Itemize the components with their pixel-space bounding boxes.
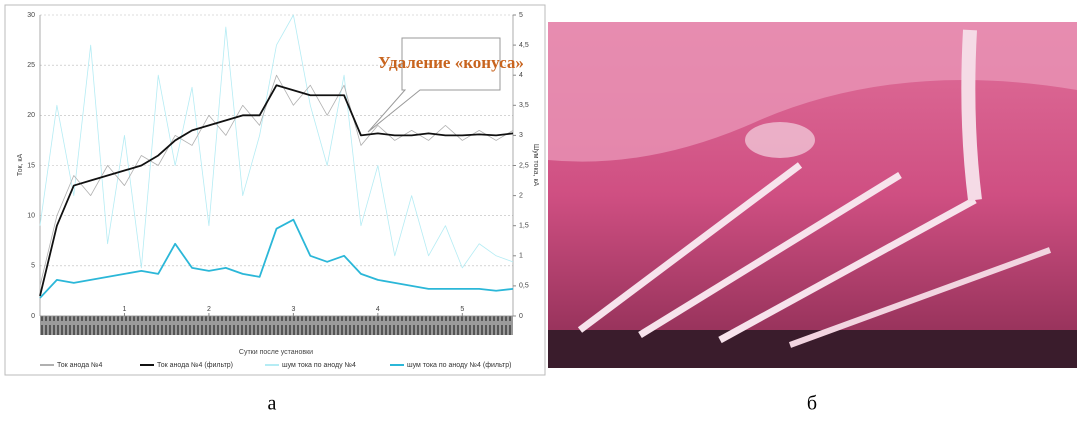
x-tick-label: 1	[123, 306, 127, 313]
legend-label: шум тока по аноду №4	[282, 362, 356, 369]
y-tick-label: 30	[27, 12, 35, 19]
y2-tick-label: 4,5	[519, 42, 529, 49]
y-tick-label: 20	[27, 112, 35, 119]
legend-label: шум тока по аноду №4 (фильтр)	[407, 362, 512, 369]
x-axis-label: Сутки после установки	[239, 349, 313, 356]
x-tick-label: 5	[460, 306, 464, 313]
y2-tick-label: 0,5	[519, 283, 529, 290]
photo	[548, 22, 1077, 368]
caption: а	[268, 393, 277, 415]
y-tick-label: 15	[27, 162, 35, 169]
legend-label: Ток анода №4 (фильтр)	[157, 362, 233, 369]
y-axis-label: Ток, кА	[17, 154, 24, 177]
y2-tick-label: 1	[519, 253, 523, 260]
figure: Сутки после установки Ток, кА Шум тока, …	[0, 0, 1081, 420]
y2-tick-label: 5	[519, 12, 523, 19]
date-band	[40, 316, 513, 335]
page: {"chart_data": {"type": "line", "x_label…	[0, 0, 1081, 420]
legend-label: Ток анода №4	[57, 362, 103, 369]
y2-tick-label: 0	[519, 313, 523, 320]
y2-tick-label: 2,5	[519, 162, 529, 169]
x-tick-label: 2	[207, 306, 211, 313]
y2-axis-label: Шум тока, кА	[532, 144, 539, 187]
y-tick-label: 5	[31, 263, 35, 270]
y-tick-label: 0	[31, 313, 35, 320]
caption: б	[807, 393, 817, 415]
y2-tick-label: 3	[519, 132, 523, 139]
x-tick-label: 4	[376, 306, 380, 313]
y2-tick-label: 4	[519, 72, 523, 79]
y2-tick-label: 3,5	[519, 102, 529, 109]
y2-tick-label: 2	[519, 192, 523, 199]
y-tick-label: 10	[27, 213, 35, 220]
y2-tick-label: 1,5	[519, 223, 529, 230]
y-tick-label: 25	[27, 62, 35, 69]
x-tick-label: 3	[291, 306, 295, 313]
annotation-text: Удаление «конуса»	[378, 53, 524, 72]
